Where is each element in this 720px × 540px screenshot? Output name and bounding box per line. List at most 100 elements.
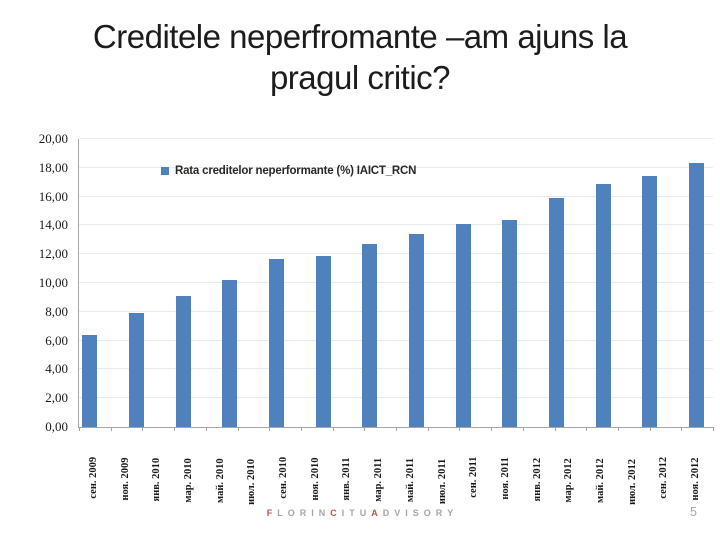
bar [595,183,611,427]
x-axis-tick [617,427,619,431]
slide-title: Creditele neperfromante –am ajuns la pra… [0,16,720,98]
x-axis-tick-label: мар. 2012 [563,458,575,503]
x-axis-tick-label: мар. 2010 [182,458,194,503]
x-axis-tick [649,427,651,431]
x-axis-tick [681,427,683,431]
x-axis-tick [237,427,239,431]
footer-letter-accent: F [266,508,273,518]
x-axis-tick-label: июл. 2012 [626,458,638,505]
x-axis-tick [586,427,588,431]
gridline [79,397,713,399]
footer-letter: Y [447,508,454,518]
x-axis-tick [396,427,397,431]
chart-plot-area [78,138,714,431]
gridline [79,339,713,341]
bar [409,234,425,427]
y-axis-labels: 0,00 2,00 4,00 6,00 8,00 10,00 12,00 14,00 16,00… [0,131,72,434]
gridline [79,166,713,168]
x-axis-tick-label: сен. 2012 [658,456,670,499]
slide-title-line1: Creditele neperfromante –am ajuns la [92,18,628,55]
x-axis-tick [713,427,714,431]
x-axis-tick-label: май. 2011 [404,458,416,503]
bar [642,176,658,427]
y-axis-tick-label: 4,00 [45,361,68,377]
x-axis-tick [79,427,80,431]
y-axis-tick-label: 16,00 [38,188,68,204]
footer-letter: U [359,508,367,518]
x-axis-tick [332,427,334,431]
x-axis-tick [364,427,366,431]
bar [175,295,191,427]
footer-letter: I [311,508,314,518]
footer-letter: R [299,508,307,518]
footer-letter: O [423,508,431,518]
bar [502,219,518,427]
bar [128,313,144,427]
x-axis-tick-label: май. 2010 [214,458,226,503]
bar [362,244,378,427]
footer-letter: V [394,508,401,518]
footer-letter: S [412,508,419,518]
bar [315,255,331,427]
footer-letter: R [435,508,443,518]
x-axis-tick [269,427,271,431]
x-axis-tick-label: июл. 2011 [436,458,448,505]
footer-letter-accent: C [330,508,337,518]
y-axis-tick-label: 0,00 [45,419,68,434]
x-axis-tick-label: ноя. 2009 [119,457,131,501]
x-axis-tick-label: май. 2012 [595,458,607,503]
gridline [79,195,713,197]
x-axis-tick [174,427,176,431]
x-axis-tick-label: янв. 2011 [341,457,353,501]
gridline [79,368,713,370]
gridline [79,138,713,139]
chart-legend: Rata creditelor neperformante (%) IAICT_… [161,165,416,177]
footer-letter: I [341,508,345,518]
gridline [79,310,713,312]
legend-series-marker-icon [161,167,169,175]
x-axis-tick-label: сен. 2011 [468,456,480,498]
gridline [79,224,713,226]
x-axis-labels: сен. 2009 ноя. 2009 янв. 2010 мар. 2010 май.… [78,432,712,505]
y-axis-tick-label: 10,00 [38,275,68,290]
gridline [79,282,713,283]
x-axis-tick-label: ноя. 2010 [309,457,321,501]
x-axis-tick [522,427,524,431]
bar [549,198,565,427]
x-axis-tick-label: янв. 2010 [151,457,163,502]
slide-title-line2: pragul critic? [269,59,451,96]
footer-letter: L [277,508,283,518]
gridline [79,253,713,255]
y-axis-tick-label: 14,00 [38,217,68,233]
legend-series-label: Rata creditelor neperformante (%) IAICT_… [175,165,417,177]
x-axis-tick [110,427,112,431]
x-axis-tick-label: янв. 2012 [531,457,543,502]
page-number: 5 [690,505,697,519]
footer-letter-accent: A [371,508,378,518]
x-axis-tick-label: ноя. 2012 [690,457,702,501]
x-axis-tick-label: мар. 2011 [373,457,385,502]
footer-letter: N [318,508,326,518]
y-axis-tick-label: 2,00 [45,390,68,406]
x-axis-tick [491,427,493,431]
bar [268,258,284,427]
x-axis-tick [427,427,429,431]
footer-letter: D [382,508,390,518]
y-axis-tick-label: 12,00 [38,246,68,262]
footer-letter: I [405,508,408,518]
x-axis-tick [459,427,461,431]
bar [82,334,98,427]
y-axis-tick-label: 8,00 [45,303,68,319]
x-axis-tick-label: ноя. 2011 [499,457,511,500]
footer-letter: O [287,508,295,518]
x-axis-tick [554,427,556,431]
x-axis-tick-label: июл. 2010 [246,458,258,505]
y-axis-tick-label: 18,00 [38,159,68,175]
bar [455,223,471,427]
x-axis-tick [142,427,144,431]
x-axis-tick [300,427,302,431]
bar [689,163,705,427]
x-axis-tick-label: сен. 2010 [278,456,290,499]
